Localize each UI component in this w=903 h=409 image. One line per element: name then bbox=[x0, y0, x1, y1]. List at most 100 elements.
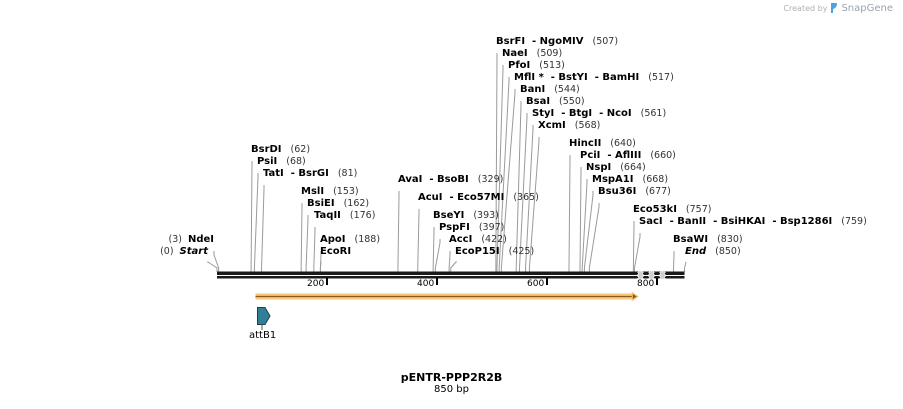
restriction-site-label[interactable]: NaeI (509) bbox=[502, 48, 562, 60]
attb1-feature-arrow-icon bbox=[257, 307, 271, 325]
restriction-site-label[interactable]: XcmI (568) bbox=[538, 120, 600, 132]
restriction-site-label[interactable]: BsrDI (62) bbox=[251, 144, 310, 156]
enzyme-name[interactable]: AccI bbox=[449, 234, 473, 245]
site-position: (365) bbox=[513, 192, 539, 203]
enzyme-name[interactable]: TatI bbox=[263, 168, 284, 179]
restriction-site-label[interactable]: (3) NdeI bbox=[169, 234, 215, 246]
enzyme-name[interactable]: NdeI bbox=[187, 234, 214, 245]
leader-line bbox=[300, 203, 303, 272]
restriction-site-label[interactable]: Eco53kI (757) bbox=[633, 204, 711, 216]
restriction-site-label[interactable]: SacI - BanII - BsiHKAI - Bsp1286I (759) bbox=[639, 216, 867, 228]
restriction-site-label[interactable]: AccI (422) bbox=[449, 234, 507, 246]
enzyme-separator: - bbox=[706, 216, 721, 227]
enzyme-name[interactable]: NspI bbox=[586, 162, 612, 173]
restriction-site-label[interactable]: BsaWI (830) bbox=[673, 234, 743, 246]
credit-prefix: Created by bbox=[783, 3, 828, 13]
site-position: (0) bbox=[160, 246, 174, 257]
restriction-site-label[interactable]: Bsu36I (677) bbox=[598, 186, 671, 198]
leader-line bbox=[583, 191, 594, 272]
enzyme-name[interactable]: NgoMIV bbox=[539, 36, 584, 47]
restriction-site-label[interactable]: BsaI (550) bbox=[526, 96, 585, 108]
enzyme-name[interactable]: BsrGI bbox=[298, 168, 329, 179]
restriction-site-label[interactable]: AvaI - BsoBI (329) bbox=[398, 174, 503, 186]
site-position: (850) bbox=[715, 246, 741, 257]
site-position: (544) bbox=[554, 84, 580, 95]
enzyme-name[interactable]: TaqII bbox=[314, 210, 341, 221]
restriction-site-label[interactable]: EcoRI bbox=[320, 246, 351, 258]
enzyme-name[interactable]: PfoI bbox=[508, 60, 531, 71]
ruler-tick-label: 200 bbox=[307, 279, 325, 289]
restriction-site-label[interactable]: PfoI (513) bbox=[508, 60, 565, 72]
restriction-site-label[interactable]: AcuI - Eco57MI (365) bbox=[418, 192, 539, 204]
enzyme-name[interactable]: End bbox=[685, 246, 707, 257]
restriction-site-label[interactable]: MslI (153) bbox=[301, 186, 359, 198]
enzyme-name[interactable]: BsrDI bbox=[251, 144, 282, 155]
enzyme-name[interactable]: PspFI bbox=[439, 222, 470, 233]
enzyme-name[interactable]: EcoP15I bbox=[455, 246, 500, 257]
enzyme-name[interactable]: NcoI bbox=[606, 108, 632, 119]
enzyme-name[interactable]: BsaI bbox=[526, 96, 551, 107]
enzyme-name[interactable]: BsiEI bbox=[307, 198, 335, 209]
site-position: (664) bbox=[620, 162, 646, 173]
enzyme-name[interactable]: BtgI bbox=[568, 108, 593, 119]
enzyme-name[interactable]: AvaI bbox=[398, 174, 423, 185]
restriction-site-label[interactable]: PspFI (397) bbox=[439, 222, 504, 234]
restriction-site-label[interactable]: (0) Start bbox=[160, 246, 208, 258]
enzyme-name[interactable]: PciI bbox=[580, 150, 601, 161]
enzyme-name[interactable]: ApoI bbox=[320, 234, 346, 245]
restriction-site-label[interactable]: MspA1I (668) bbox=[592, 174, 668, 186]
site-position: (757) bbox=[685, 204, 712, 215]
enzyme-name[interactable]: XcmI bbox=[538, 120, 566, 131]
restriction-site-label[interactable]: End (850) bbox=[685, 246, 741, 258]
enzyme-name[interactable]: Bsu36I bbox=[598, 186, 637, 197]
enzyme-name[interactable]: HincII bbox=[569, 138, 602, 149]
leader-line bbox=[525, 125, 534, 272]
restriction-site-label[interactable]: BsiEI (162) bbox=[307, 198, 369, 210]
ruler-tick-label: 800 bbox=[637, 279, 655, 289]
enzyme-name[interactable]: MslI bbox=[301, 186, 325, 197]
leader-line bbox=[448, 251, 451, 272]
enzyme-name[interactable]: MspA1I bbox=[592, 174, 634, 185]
enzyme-name[interactable]: BamHI bbox=[602, 72, 640, 83]
restriction-site-label[interactable]: ApoI (188) bbox=[320, 234, 380, 246]
enzyme-name[interactable]: BanI bbox=[520, 84, 546, 95]
enzyme-name[interactable]: BseYI bbox=[433, 210, 465, 221]
enzyme-name[interactable]: BsaWI bbox=[673, 234, 709, 245]
enzyme-name[interactable]: BanII bbox=[677, 216, 707, 227]
site-position: (677) bbox=[645, 186, 671, 197]
restriction-site-label[interactable]: BsrFI - NgoMIV (507) bbox=[496, 36, 618, 48]
enzyme-name[interactable]: AflIII bbox=[615, 150, 642, 161]
restriction-site-label[interactable]: MflI * - BstYI - BamHI (517) bbox=[514, 72, 674, 84]
enzyme-name[interactable]: SacI bbox=[639, 216, 663, 227]
enzyme-name[interactable]: NaeI bbox=[502, 48, 528, 59]
restriction-site-label[interactable]: EcoP15I (425) bbox=[455, 246, 534, 258]
enzyme-name[interactable]: EcoRI bbox=[320, 246, 352, 257]
ruler-tick bbox=[326, 278, 328, 285]
enzyme-name[interactable]: PsiI bbox=[257, 156, 278, 167]
enzyme-name[interactable]: AcuI bbox=[418, 192, 443, 203]
enzyme-name[interactable]: BsiHKAI bbox=[720, 216, 766, 227]
feature-label-attB1[interactable]: attB1 bbox=[249, 330, 277, 341]
restriction-site-label[interactable]: HincII (640) bbox=[569, 138, 636, 150]
enzyme-name[interactable]: Bsp1286I bbox=[779, 216, 833, 227]
restriction-site-label[interactable]: PsiI (68) bbox=[257, 156, 306, 168]
leader-line bbox=[633, 233, 641, 272]
restriction-site-label[interactable]: BseYI (393) bbox=[433, 210, 499, 222]
enzyme-name[interactable]: BsoBI bbox=[436, 174, 469, 185]
restriction-site-label[interactable]: PciI - AflIII (660) bbox=[580, 150, 676, 162]
snapgene-credit[interactable]: Created by SnapGene bbox=[783, 2, 893, 14]
restriction-site-label[interactable]: TatI - BsrGI (81) bbox=[263, 168, 357, 180]
enzyme-name[interactable]: Eco57MI bbox=[457, 192, 505, 203]
enzyme-name[interactable]: MflI * bbox=[514, 72, 544, 83]
enzyme-separator: - bbox=[662, 216, 678, 227]
enzyme-name[interactable]: StyI bbox=[532, 108, 555, 119]
restriction-site-label[interactable]: BanI (544) bbox=[520, 84, 580, 96]
enzyme-name[interactable]: Eco53kI bbox=[633, 204, 677, 215]
restriction-site-label[interactable]: TaqII (176) bbox=[314, 210, 375, 222]
leader-line bbox=[528, 137, 540, 272]
restriction-site-label[interactable]: NspI (664) bbox=[586, 162, 646, 174]
enzyme-name[interactable]: BstYI bbox=[558, 72, 588, 83]
restriction-site-label[interactable]: StyI - BtgI - NcoI (561) bbox=[532, 108, 666, 120]
enzyme-name[interactable]: Start bbox=[179, 246, 208, 257]
enzyme-name[interactable]: BsrFI bbox=[496, 36, 526, 47]
